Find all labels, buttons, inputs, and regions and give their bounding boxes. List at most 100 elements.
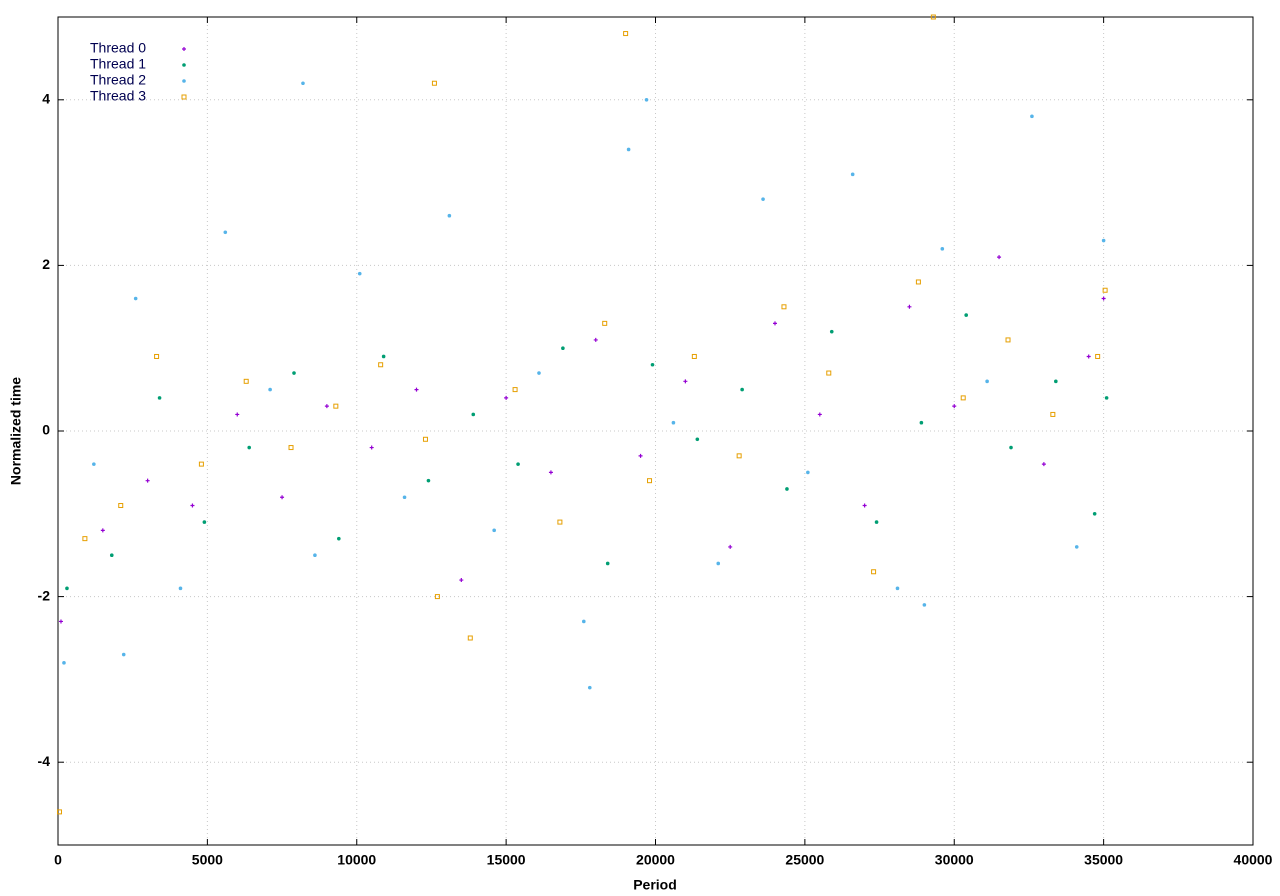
point: [952, 404, 957, 409]
legend-label: Thread 0: [90, 40, 146, 56]
point: [785, 487, 789, 491]
point: [602, 320, 608, 326]
point: [109, 553, 114, 557]
point: [459, 578, 464, 583]
point: [1102, 287, 1108, 293]
point: [895, 586, 900, 591]
x-tick-label: 30000: [935, 852, 974, 868]
point: [922, 603, 927, 607]
point: [92, 462, 96, 466]
point: [915, 279, 921, 285]
point: [671, 420, 676, 425]
point: [178, 586, 183, 591]
point: [537, 371, 541, 375]
point: [223, 230, 228, 235]
point: [157, 396, 162, 400]
point: [434, 594, 440, 600]
point: [1009, 445, 1013, 450]
point: [1092, 512, 1097, 516]
legend-marker: [182, 63, 186, 67]
point: [431, 80, 437, 86]
point: [871, 569, 877, 575]
point: [378, 362, 384, 368]
legend-marker: [182, 79, 186, 83]
point: [716, 561, 721, 566]
point: [516, 462, 520, 466]
point: [919, 420, 924, 425]
y-axis-title: Normalized time: [8, 377, 24, 485]
point: [190, 503, 195, 508]
point: [907, 304, 912, 309]
point: [313, 553, 317, 557]
point: [1074, 545, 1079, 549]
point: [683, 379, 688, 384]
point: [145, 478, 150, 483]
point: [247, 445, 251, 450]
point: [324, 404, 329, 409]
legend-label: Thread 2: [90, 72, 146, 88]
point: [1086, 354, 1091, 359]
point: [288, 445, 294, 451]
point: [121, 652, 126, 657]
x-tick-label: 10000: [337, 852, 376, 868]
point: [930, 14, 936, 20]
point: [647, 478, 653, 484]
point: [198, 461, 204, 467]
point: [829, 329, 834, 334]
plot-frame: [57, 16, 1254, 846]
point: [1030, 114, 1034, 119]
point: [960, 395, 966, 401]
point: [650, 362, 655, 367]
point: [644, 98, 649, 102]
point: [268, 387, 272, 392]
point: [691, 353, 697, 359]
point: [557, 519, 563, 525]
y-tick-label: 0: [42, 422, 50, 438]
y-tick-label: 2: [42, 256, 50, 272]
y-tick-label: 4: [42, 91, 50, 107]
point: [82, 536, 88, 542]
point: [471, 412, 476, 417]
point: [728, 544, 733, 549]
legend-marker: [182, 47, 186, 51]
point: [381, 354, 386, 359]
point: [280, 495, 285, 500]
point: [548, 470, 553, 475]
point: [402, 495, 407, 500]
point: [133, 296, 138, 301]
point: [62, 661, 66, 665]
point: [235, 412, 240, 417]
x-tick-label: 15000: [487, 852, 526, 868]
point: [773, 321, 777, 326]
point: [940, 247, 945, 251]
legend-label: Thread 3: [90, 88, 146, 104]
point: [761, 197, 765, 201]
point: [964, 313, 968, 317]
point: [561, 346, 565, 351]
point: [1050, 411, 1056, 417]
point: [357, 271, 362, 276]
point: [1041, 462, 1046, 467]
point: [301, 81, 305, 86]
point: [623, 31, 629, 37]
point: [806, 470, 810, 475]
point: [626, 147, 631, 152]
point: [997, 255, 1002, 260]
point: [504, 395, 509, 400]
point: [1095, 353, 1101, 359]
point: [58, 619, 63, 624]
point: [292, 371, 296, 375]
point: [862, 503, 867, 508]
point: [492, 528, 496, 533]
point: [369, 445, 374, 450]
point: [467, 635, 473, 641]
point: [512, 387, 518, 393]
point: [605, 561, 610, 566]
point: [781, 304, 787, 310]
x-tick-label: 40000: [1234, 852, 1273, 868]
point: [582, 619, 586, 624]
point: [587, 685, 592, 690]
point: [1054, 379, 1058, 384]
point: [817, 412, 822, 417]
